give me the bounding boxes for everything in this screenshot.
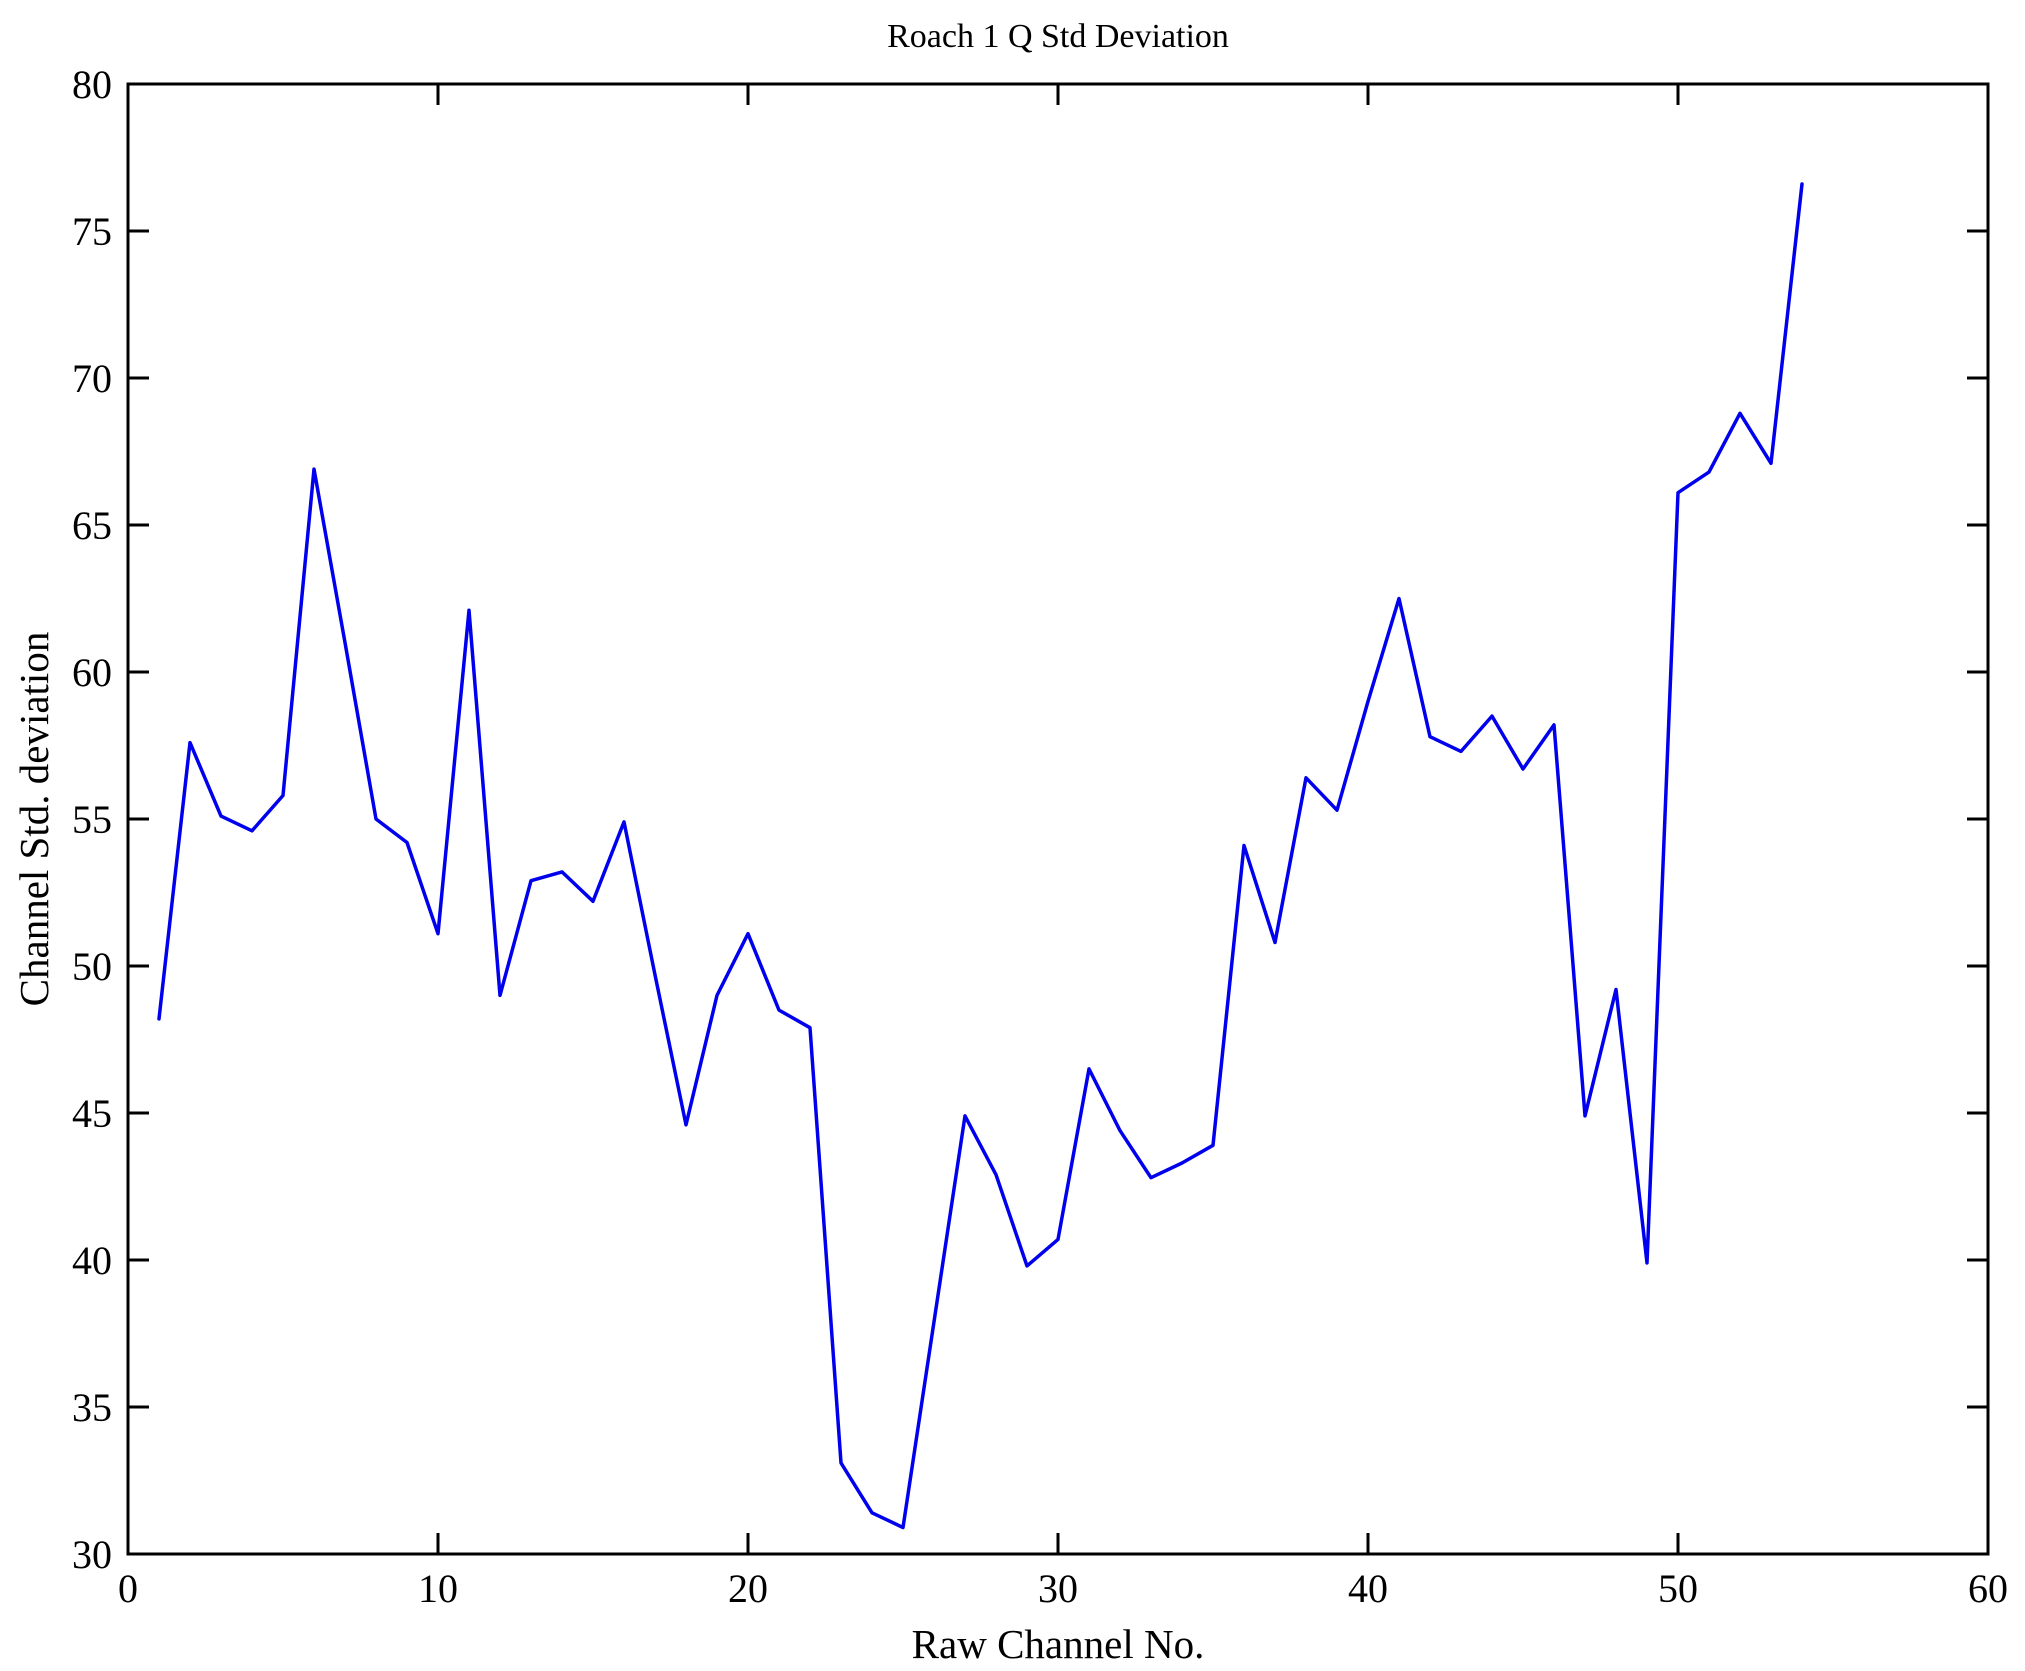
x-tick-label: 20 [728, 1566, 768, 1611]
plot-box [126, 82, 1990, 1556]
y-tick-label: 70 [72, 356, 112, 401]
y-tick-label: 80 [72, 62, 112, 107]
x-tick-label: 30 [1038, 1566, 1078, 1611]
data-line-series [157, 182, 1804, 1530]
y-tick-label: 45 [72, 1091, 112, 1136]
x-tick-label: 10 [418, 1566, 458, 1611]
figure-title: Roach 1 Q Std Deviation [887, 18, 1229, 55]
y-tick-label: 40 [72, 1238, 112, 1283]
x-tick-label: 0 [118, 1566, 138, 1611]
y-tick-label: 75 [72, 209, 112, 254]
x-axis-label: Raw Channel No. [911, 1621, 1205, 1667]
y-tick-label: 55 [72, 797, 112, 842]
y-tick-label: 30 [72, 1532, 112, 1577]
y-tick-label: 65 [72, 503, 112, 548]
x-tick-label: 60 [1968, 1566, 2008, 1611]
y-tick-label: 35 [72, 1385, 112, 1430]
x-tick-label: 40 [1348, 1566, 1388, 1611]
y-tick-label: 50 [72, 944, 112, 989]
y-tick-label: 60 [72, 650, 112, 695]
y-axis-label: Channel Std. deviation [11, 631, 57, 1007]
x-tick-label: 50 [1658, 1566, 1698, 1611]
